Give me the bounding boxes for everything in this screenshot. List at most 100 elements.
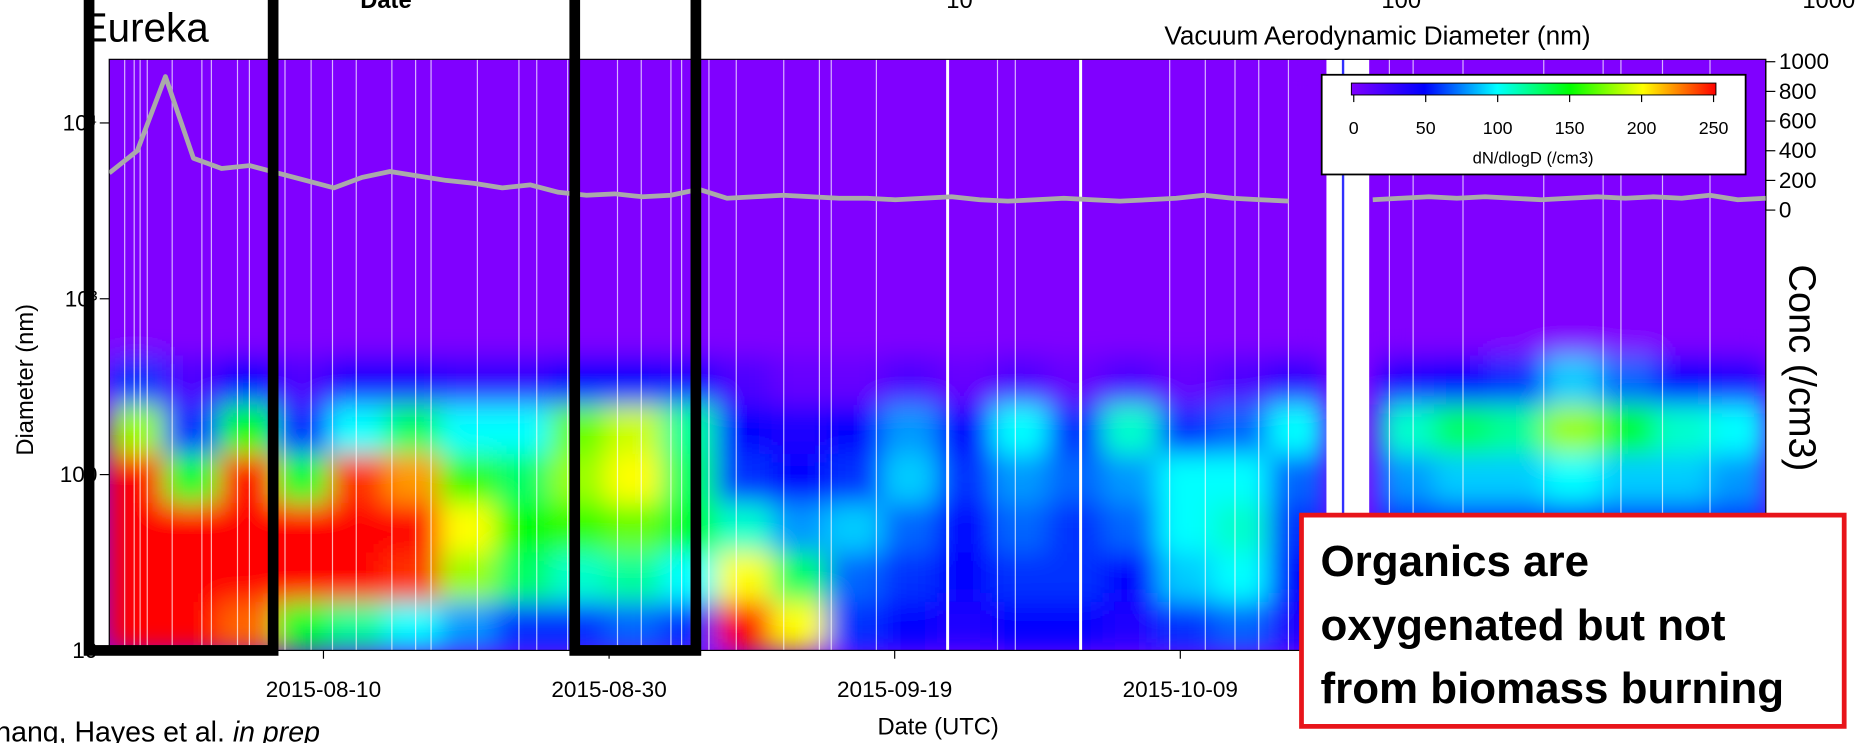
- heatmap-cell: [439, 108, 497, 159]
- heatmap-cell: [1213, 403, 1270, 454]
- heatmap-cell: [439, 502, 497, 553]
- heatmap-cell: [881, 452, 939, 504]
- heatmap-cell: [219, 206, 276, 257]
- heatmap-cell: [1047, 551, 1104, 602]
- heatmap-cell: [439, 255, 497, 307]
- y2-tick-label: 1000: [1779, 49, 1829, 74]
- heatmap-cell: [826, 452, 883, 504]
- heatmap-cell: [1378, 354, 1436, 405]
- heatmap-cell: [109, 452, 166, 504]
- heatmap-cell: [1047, 108, 1104, 159]
- heatmap-cell: [1047, 59, 1104, 110]
- heatmap-cell: [1654, 354, 1712, 405]
- heatmap-cell: [936, 551, 994, 602]
- heatmap-cell: [439, 403, 497, 454]
- heatmap-cell: [716, 502, 773, 553]
- heatmap-cell: [1544, 255, 1601, 307]
- heatmap-cell: [1489, 452, 1546, 504]
- heatmap-cell: [329, 502, 386, 553]
- citation-text: hang, Hayes et al.: [0, 716, 225, 743]
- citation: hang, Hayes et al. in prep: [0, 716, 320, 743]
- heatmap-cell: [605, 551, 663, 602]
- colorbar-label: dN/dlogD (/cm3): [1473, 148, 1594, 167]
- heatmap-cell: [329, 403, 386, 454]
- heatmap-cell: [1102, 305, 1159, 356]
- heatmap-cell: [219, 551, 276, 602]
- heatmap-cell: [716, 452, 773, 504]
- heatmap-cell: [826, 600, 883, 651]
- heatmap-cell: [826, 403, 883, 454]
- heatmap-cell: [771, 206, 828, 257]
- heatmap-cell: [771, 600, 828, 651]
- background-ticks: 10 100 1000: [946, 0, 1855, 14]
- axes: [99, 58, 1776, 659]
- x-axis-title: Date (UTC): [877, 715, 998, 741]
- background-axis-title: Date: [360, 0, 411, 14]
- heatmap-cell: [660, 305, 718, 356]
- highlight-box: [569, 0, 702, 656]
- heatmap-cell: [1489, 206, 1546, 257]
- heatmap-cell: [384, 157, 442, 208]
- heatmap-cell: [439, 206, 497, 257]
- heatmap-cell: [1268, 206, 1325, 257]
- heatmap-cell: [716, 59, 773, 110]
- colorbar-tick-label: 100: [1483, 118, 1513, 138]
- background-tick-label: 10: [946, 0, 972, 14]
- heatmap-cell: [1268, 108, 1325, 159]
- heatmap-cell: [826, 305, 883, 356]
- heatmap-cell: [936, 452, 994, 504]
- heatmap-cell: [1544, 452, 1601, 504]
- heatmap-cell: [274, 354, 331, 405]
- heatmap-cell: [1544, 354, 1601, 405]
- heatmap-cell: [274, 59, 331, 110]
- y2-tick-label: 600: [1779, 109, 1817, 134]
- heatmap-cell: [109, 305, 166, 356]
- heatmap-cell: [495, 108, 552, 159]
- heatmap-cell: [605, 403, 663, 454]
- heatmap-cell: [1102, 551, 1159, 602]
- x-tick-label: 2015-09-19: [837, 677, 952, 702]
- heatmap-cell: [1710, 403, 1766, 454]
- heatmap-cell: [992, 502, 1049, 553]
- y-axis-title: Diameter (nm): [13, 304, 39, 456]
- heatmap-cell: [109, 255, 166, 307]
- heatmap-cell: [660, 255, 718, 307]
- heatmap-cell: [771, 452, 828, 504]
- heatmap-cell: [384, 206, 442, 257]
- heatmap-cell: [495, 206, 552, 257]
- heatmap-cell: [660, 157, 718, 208]
- heatmap-cell: [992, 255, 1049, 307]
- heatmap-cell: [826, 108, 883, 159]
- heatmap-cell: [384, 551, 442, 602]
- heatmap-cell: [771, 403, 828, 454]
- heatmap-cell: [1213, 206, 1270, 257]
- heatmap-cell: [992, 600, 1049, 651]
- heatmap-cell: [992, 403, 1049, 454]
- heatmap-cell: [1102, 452, 1159, 504]
- heatmap-cell: [1654, 255, 1712, 307]
- heatmap-cell: [936, 600, 994, 651]
- heatmap-cell: [439, 59, 497, 110]
- heatmap-cell: [881, 305, 939, 356]
- heatmap-cell: [881, 600, 939, 651]
- heatmap-cell: [605, 59, 663, 110]
- heatmap-cell: [384, 600, 442, 651]
- heatmap-cell: [660, 551, 718, 602]
- heatmap-cell: [1489, 305, 1546, 356]
- heatmap-cell: [716, 305, 773, 356]
- heatmap-cell: [495, 600, 552, 651]
- heatmap-cell: [219, 108, 276, 159]
- heatmap-cell: [881, 206, 939, 257]
- heatmap-cell: [1047, 255, 1104, 307]
- note-box: [1299, 512, 1847, 729]
- colorbar-tick-label: 50: [1416, 118, 1436, 138]
- heatmap-cell: [771, 354, 828, 405]
- heatmap-cell: [1268, 305, 1325, 356]
- heatmap-cell: [716, 108, 773, 159]
- heatmap-cell: [1489, 354, 1546, 405]
- heatmap-cell: [274, 551, 331, 602]
- heatmap-cell: [936, 59, 994, 110]
- heatmap-cell: [1599, 206, 1656, 257]
- heatmap-cell: [771, 502, 828, 553]
- heatmap-cell: [605, 157, 663, 208]
